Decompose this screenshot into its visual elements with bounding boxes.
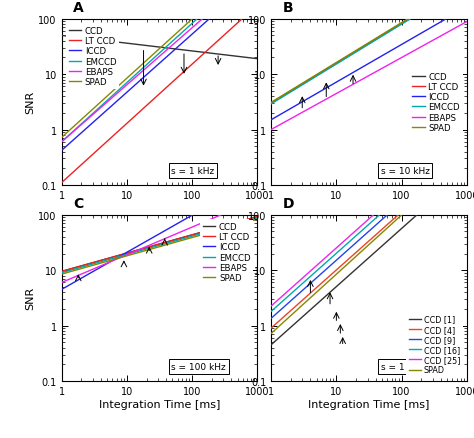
Legend: CCD, LT CCD, ICCD, EMCCD, EBAPS, SPAD: CCD, LT CCD, ICCD, EMCCD, EBAPS, SPAD	[410, 70, 463, 135]
Text: s = 100 kHz: s = 100 kHz	[171, 362, 226, 371]
Text: B: B	[283, 1, 293, 15]
Text: s = 1 kHz: s = 1 kHz	[381, 362, 424, 371]
Y-axis label: SNR: SNR	[26, 286, 36, 310]
X-axis label: Integration Time [ms]: Integration Time [ms]	[99, 399, 220, 409]
Text: s = 10 kHz: s = 10 kHz	[381, 166, 430, 176]
Text: s = 1 kHz: s = 1 kHz	[171, 166, 215, 176]
Legend: CCD, LT CCD, ICCD, EMCCD, EBAPS, SPAD: CCD, LT CCD, ICCD, EMCCD, EBAPS, SPAD	[66, 24, 119, 89]
X-axis label: Integration Time [ms]: Integration Time [ms]	[308, 399, 430, 409]
Text: D: D	[283, 196, 294, 210]
Text: C: C	[73, 196, 83, 210]
Legend: CCD [1], CCD [4], CCD [9], CCD [16], CCD [25], SPAD: CCD [1], CCD [4], CCD [9], CCD [16], CCD…	[406, 312, 463, 377]
Legend: CCD, LT CCD, ICCD, EMCCD, EBAPS, SPAD: CCD, LT CCD, ICCD, EMCCD, EBAPS, SPAD	[200, 219, 253, 285]
Text: A: A	[73, 1, 84, 15]
Y-axis label: SNR: SNR	[26, 91, 36, 114]
